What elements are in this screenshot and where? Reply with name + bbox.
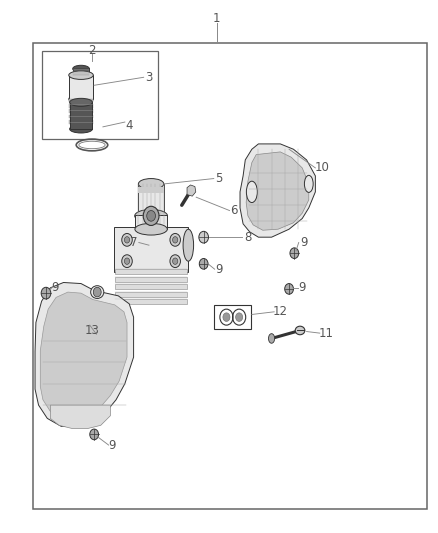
Circle shape (170, 255, 180, 268)
Circle shape (285, 284, 293, 294)
Ellipse shape (69, 71, 93, 79)
Bar (135, 215, 167, 229)
Bar (138, 184, 164, 224)
Bar (73, 68, 89, 76)
Circle shape (90, 429, 99, 440)
Ellipse shape (69, 95, 93, 103)
Text: 2: 2 (88, 44, 96, 57)
Circle shape (173, 237, 178, 243)
Text: 8: 8 (244, 231, 251, 244)
Bar (138, 187, 164, 193)
Bar (69, 115, 93, 118)
Ellipse shape (138, 179, 164, 189)
Bar (69, 109, 93, 113)
Ellipse shape (70, 98, 92, 107)
Ellipse shape (183, 229, 194, 261)
Circle shape (122, 255, 132, 268)
Text: 4: 4 (125, 119, 133, 132)
Circle shape (199, 259, 208, 269)
Text: 10: 10 (314, 161, 329, 174)
Bar (115, 284, 187, 289)
Polygon shape (240, 144, 315, 237)
Ellipse shape (138, 219, 164, 229)
Circle shape (41, 287, 51, 299)
Bar (115, 269, 187, 274)
Bar (214, 305, 251, 329)
Ellipse shape (246, 181, 257, 203)
Bar (114, 227, 188, 272)
Text: 9: 9 (298, 281, 306, 294)
Polygon shape (246, 152, 309, 230)
Ellipse shape (295, 326, 305, 335)
Bar (69, 120, 93, 124)
Ellipse shape (304, 175, 313, 192)
Ellipse shape (135, 223, 167, 235)
Circle shape (143, 206, 159, 225)
Text: 9: 9 (51, 281, 59, 294)
Text: 5: 5 (215, 172, 223, 185)
Bar (42, 51, 158, 139)
Polygon shape (35, 282, 134, 426)
Circle shape (199, 231, 208, 243)
Circle shape (124, 237, 130, 243)
Circle shape (122, 233, 132, 246)
Circle shape (124, 258, 130, 264)
Bar (33, 43, 427, 509)
Ellipse shape (91, 286, 104, 298)
Polygon shape (187, 185, 196, 196)
Ellipse shape (134, 209, 167, 222)
Polygon shape (50, 405, 110, 429)
Bar (70, 102, 92, 129)
Text: 12: 12 (273, 305, 288, 318)
Text: 3: 3 (145, 71, 152, 84)
Bar (115, 277, 187, 282)
Text: 13: 13 (85, 324, 99, 337)
Bar (115, 299, 187, 304)
Bar (69, 104, 93, 108)
Circle shape (236, 313, 243, 321)
Circle shape (173, 258, 178, 264)
Circle shape (290, 248, 299, 259)
Text: 7: 7 (130, 236, 138, 249)
Text: 9: 9 (108, 439, 116, 451)
Ellipse shape (70, 125, 92, 133)
Circle shape (223, 313, 230, 321)
Circle shape (93, 287, 101, 297)
Text: 1: 1 (213, 12, 221, 25)
Bar (115, 292, 187, 297)
Bar (69, 75, 93, 99)
Text: 9: 9 (300, 236, 308, 249)
Polygon shape (40, 292, 127, 418)
Text: 6: 6 (230, 204, 238, 217)
Circle shape (147, 211, 155, 221)
Ellipse shape (268, 334, 275, 343)
Circle shape (170, 233, 180, 246)
Text: 11: 11 (319, 327, 334, 340)
Bar (69, 99, 93, 102)
Ellipse shape (73, 66, 89, 72)
Text: 9: 9 (215, 263, 223, 276)
